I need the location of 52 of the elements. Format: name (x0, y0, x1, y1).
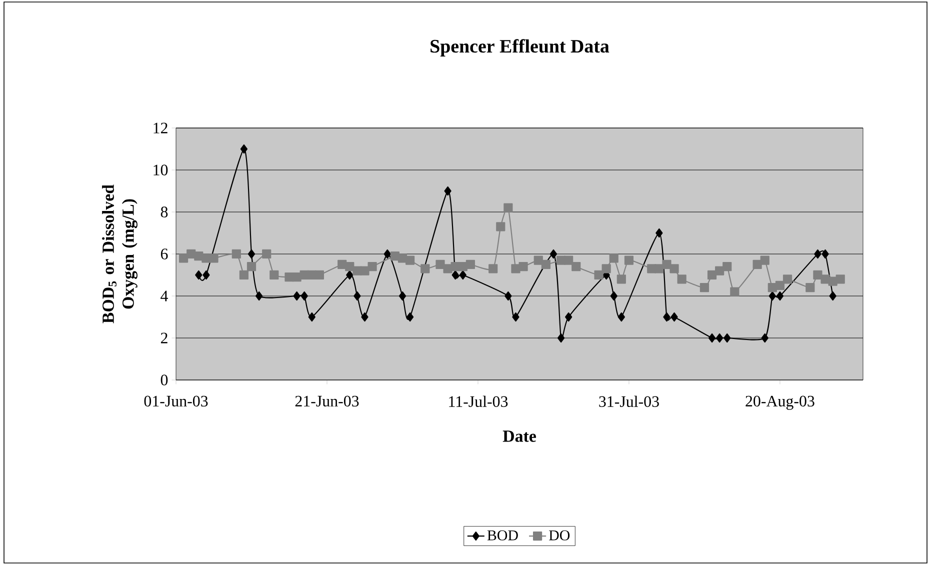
point (240, 144, 248, 154)
y-tick-label: 10 (154, 164, 168, 176)
point (550, 249, 558, 259)
chart-title: Spencer Effleunt Data (430, 39, 610, 56)
x-tick-label: 01-Jun-03 (144, 396, 208, 407)
point (202, 270, 210, 280)
point (384, 249, 391, 259)
point (776, 291, 784, 301)
y-tick-label: 4 (160, 290, 168, 302)
y-tick-label: 0 (160, 374, 168, 386)
x-axis-title: Date (502, 430, 536, 442)
point (504, 291, 512, 301)
point (248, 249, 256, 259)
point (829, 291, 836, 301)
point (512, 312, 520, 322)
point (670, 312, 678, 322)
point (814, 249, 822, 259)
y-tick-label: 6 (160, 248, 168, 260)
point (565, 312, 572, 322)
point (557, 333, 565, 343)
point (300, 291, 308, 301)
point (708, 333, 716, 343)
point (452, 270, 459, 280)
legend-label: BOD (487, 530, 518, 540)
legend-label: DO (549, 530, 570, 540)
point (724, 333, 731, 343)
point (761, 333, 768, 343)
point (663, 312, 670, 322)
y-tick-label: 12 (154, 122, 168, 134)
point (822, 249, 829, 259)
point (354, 291, 361, 301)
point (361, 312, 368, 322)
point (398, 291, 406, 301)
point (459, 270, 466, 280)
point (346, 270, 354, 280)
point (293, 291, 300, 301)
x-tick-label: 11-Jul-03 (449, 396, 508, 407)
point (308, 312, 316, 322)
x-tick-label: 20-Aug-03 (746, 396, 814, 410)
point (618, 312, 625, 322)
point (656, 228, 663, 238)
point (195, 270, 202, 280)
point (256, 291, 263, 301)
y-tick-label: 8 (160, 206, 168, 218)
x-tick-label: 21-Jun-03 (295, 396, 359, 407)
point (444, 186, 452, 196)
point (768, 291, 776, 301)
point (716, 333, 724, 343)
point (610, 291, 618, 301)
point (406, 312, 414, 322)
y-tick-label: 2 (160, 332, 168, 344)
x-tick-label: 31-Jul-03 (599, 396, 659, 407)
